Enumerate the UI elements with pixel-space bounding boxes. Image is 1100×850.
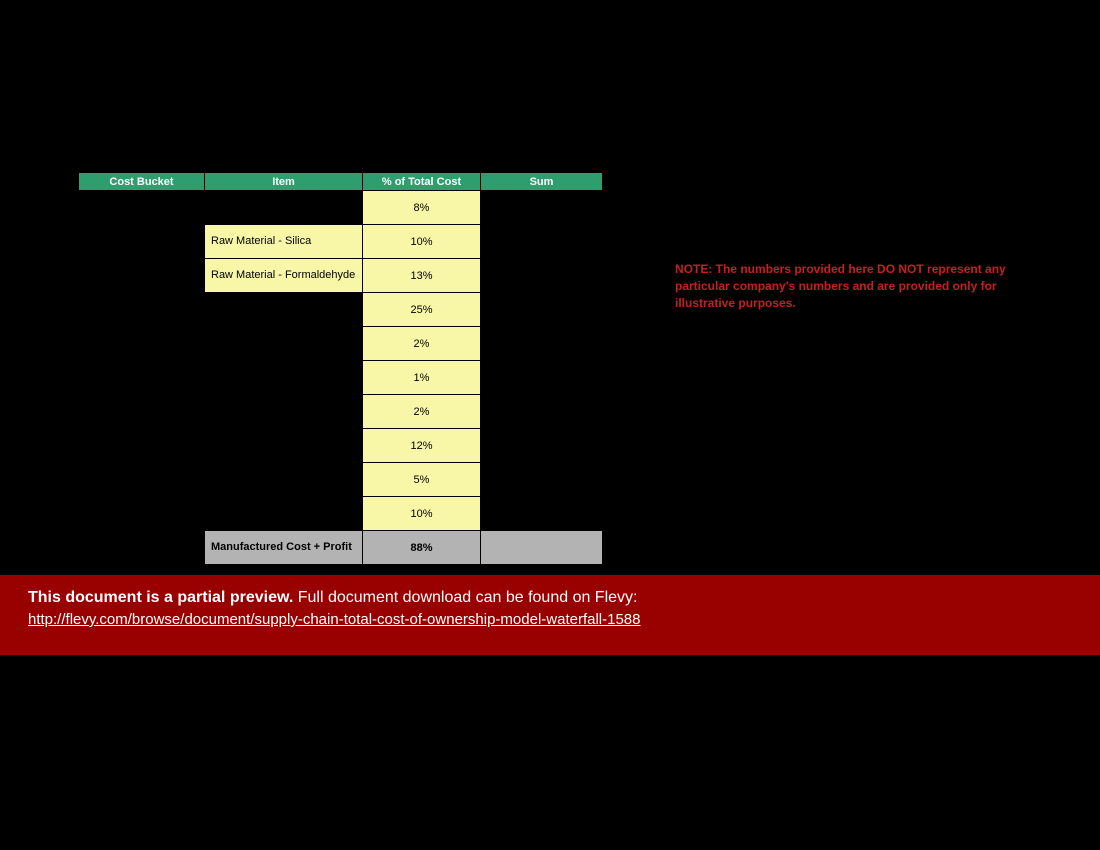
banner-line-1: This document is a partial preview. Full… (28, 589, 1072, 607)
cell-item (205, 463, 363, 497)
cell-sum (481, 497, 603, 531)
cell-sum (481, 429, 603, 463)
cell-cost-bucket (79, 361, 205, 395)
cell-pct: 10% (363, 497, 481, 531)
col-pct: % of Total Cost (363, 173, 481, 191)
table-row: 25% (79, 293, 603, 327)
table-row: 10% (79, 497, 603, 531)
cell-cost-bucket (79, 497, 205, 531)
cell-pct: 2% (363, 327, 481, 361)
cell-item (205, 327, 363, 361)
cell-pct: 12% (363, 429, 481, 463)
table-row: 2% (79, 327, 603, 361)
cell-item: Raw Material - Formaldehyde (205, 259, 363, 293)
banner-text-rest: Full document download can be found on F… (293, 589, 637, 606)
table-row: 2% (79, 395, 603, 429)
cell-cost-bucket (79, 191, 205, 225)
subtotal-pct: 88% (363, 531, 481, 565)
banner-text-bold: This document is a partial preview. (28, 589, 293, 606)
cell-cost-bucket (79, 225, 205, 259)
cell-item: Raw Material - Silica (205, 225, 363, 259)
table-header-row: Cost Bucket Item % of Total Cost Sum (79, 173, 603, 191)
cell-cost-bucket (79, 463, 205, 497)
cell-item (205, 395, 363, 429)
cost-table: Cost Bucket Item % of Total Cost Sum 8% … (78, 172, 603, 565)
cell-item (205, 429, 363, 463)
cell-item (205, 191, 363, 225)
disclaimer-note: NOTE: The numbers provided here DO NOT r… (675, 261, 1020, 311)
table-row: 5% (79, 463, 603, 497)
col-item: Item (205, 173, 363, 191)
cell-sum (481, 259, 603, 293)
cell-item (205, 293, 363, 327)
cell-cost-bucket (79, 259, 205, 293)
cell-sum (481, 191, 603, 225)
cell-sum (481, 225, 603, 259)
cell-pct: 8% (363, 191, 481, 225)
cell-cost-bucket (79, 531, 205, 565)
table-body: 8% Raw Material - Silica 10% Raw Materia… (79, 191, 603, 565)
cell-pct: 13% (363, 259, 481, 293)
cell-sum (481, 327, 603, 361)
table-row: 8% (79, 191, 603, 225)
cell-pct: 5% (363, 463, 481, 497)
cell-sum (481, 293, 603, 327)
cell-pct: 2% (363, 395, 481, 429)
cell-cost-bucket (79, 327, 205, 361)
cell-sum (481, 463, 603, 497)
subtotal-row: Manufactured Cost + Profit 88% (79, 531, 603, 565)
col-cost-bucket: Cost Bucket (79, 173, 205, 191)
table-row: Raw Material - Formaldehyde 13% (79, 259, 603, 293)
cell-cost-bucket (79, 429, 205, 463)
cell-pct: 10% (363, 225, 481, 259)
table-row: 12% (79, 429, 603, 463)
col-sum: Sum (481, 173, 603, 191)
table-row: 1% (79, 361, 603, 395)
subtotal-item: Manufactured Cost + Profit (205, 531, 363, 565)
table-row: Raw Material - Silica 10% (79, 225, 603, 259)
cell-pct: 25% (363, 293, 481, 327)
cell-sum (481, 395, 603, 429)
banner-link[interactable]: http://flevy.com/browse/document/supply-… (28, 611, 1072, 628)
cell-pct: 1% (363, 361, 481, 395)
cell-item (205, 497, 363, 531)
cell-sum (481, 361, 603, 395)
cell-cost-bucket (79, 293, 205, 327)
preview-banner: This document is a partial preview. Full… (0, 575, 1100, 655)
cell-item (205, 361, 363, 395)
subtotal-sum (481, 531, 603, 565)
cell-cost-bucket (79, 395, 205, 429)
